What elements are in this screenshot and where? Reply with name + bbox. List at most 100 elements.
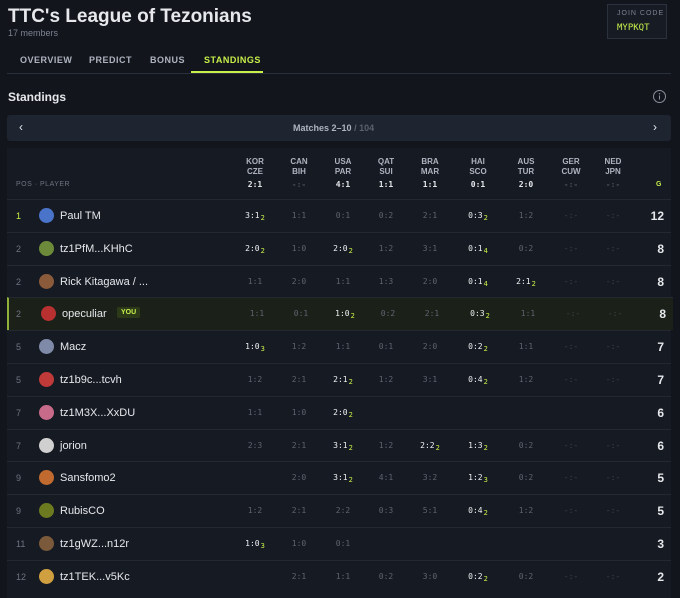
- avatar: [39, 208, 54, 223]
- join-code-box[interactable]: JOIN CODE MYPKQT: [607, 4, 667, 39]
- predicted-score: 2:0: [291, 473, 307, 483]
- prediction: 4:1: [364, 473, 408, 482]
- predicted-score: 0:2: [518, 440, 534, 450]
- predicted-score: 1:0: [291, 243, 307, 253]
- info-icon[interactable]: [652, 89, 667, 104]
- points: 2: [531, 279, 536, 288]
- final-score: 0:1: [470, 180, 486, 189]
- standings-row[interactable]: 1 Paul TM 3:12 1:1 0:1 0:2 2:1 0:32 1:2 -:- -:- 12: [7, 199, 671, 232]
- avatar: [39, 240, 54, 256]
- prediction: 2:0: [408, 342, 452, 351]
- predicted-score: 0:2: [518, 243, 534, 253]
- player-name: jorion: [60, 439, 87, 452]
- away-team: SCO: [469, 167, 487, 176]
- standings-row[interactable]: 5 Macz 1:03 1:2 1:1 0:1 2:0 0:22 1:1 -:- -:- 7: [7, 330, 671, 363]
- standings-row[interactable]: 2 Rick Kitagawa / ... 1:1 2:0 1:1 1:3 2:0 0:14 2…: [7, 264, 671, 298]
- prediction: 2:1: [277, 506, 321, 515]
- prediction: 0:14: [456, 277, 500, 288]
- prediction: -:-: [549, 244, 593, 253]
- home-team: NED: [604, 157, 622, 166]
- prediction: 2:0: [277, 473, 321, 482]
- active-tab-underline: [191, 71, 263, 73]
- predicted-score: 1:0: [335, 309, 350, 319]
- standings-row[interactable]: 7 jorion 2:3 2:1 3:12 1:2 2:22 1:32 0:2 -:- -:- 6: [7, 428, 671, 462]
- standings-row[interactable]: 5 tz1b9c...tcvh 1:2 2:1 2:12 1:2 3:1 0:42 1:2 -:-…: [7, 363, 671, 396]
- prediction: 0:2: [364, 211, 408, 220]
- prediction: -:-: [549, 375, 593, 384]
- predicted-score: -:-: [563, 243, 579, 253]
- prediction: 2:02: [233, 244, 277, 255]
- prev-button[interactable]: ‹: [19, 120, 23, 134]
- prediction: -:-: [549, 277, 593, 286]
- prediction: 0:2: [364, 572, 408, 581]
- predicted-score: 1:2: [247, 375, 263, 384]
- you-badge: YOU: [117, 307, 141, 319]
- tab[interactable]: OVERVIEW: [20, 55, 73, 65]
- prediction: -:-: [549, 342, 593, 351]
- prediction: -:-: [591, 375, 635, 384]
- position: 1: [16, 211, 22, 221]
- player-name: tz1b9c...tcvh: [60, 374, 122, 386]
- predicted-score: 1:1: [335, 571, 351, 581]
- predicted-score: 2:0: [291, 276, 307, 286]
- points: 2: [483, 214, 488, 222]
- avatar: [39, 536, 54, 551]
- prediction: 1:32: [456, 441, 500, 452]
- prediction: 0:2: [504, 244, 548, 253]
- prediction: 1:2: [233, 375, 277, 384]
- predicted-score: 2:3: [247, 440, 263, 450]
- standings-row[interactable]: 11 tz1gWZ...n12r 1:03 1:0 0:1 3: [7, 527, 671, 560]
- points: 2: [260, 214, 265, 222]
- prediction: -:-: [549, 506, 593, 515]
- total-points: 6: [657, 438, 664, 453]
- predicted-score: 2:1: [333, 375, 348, 384]
- points: 2: [260, 246, 265, 255]
- tab[interactable]: PREDICT: [89, 55, 133, 65]
- player-name: tz1M3X...XxDU: [60, 406, 136, 419]
- home-team: BRA: [421, 157, 439, 166]
- predicted-score: 1:2: [378, 440, 394, 450]
- prediction: 3:1: [408, 375, 452, 384]
- predicted-score: 1:2: [291, 342, 307, 352]
- avatar: [39, 404, 54, 420]
- total-points: 6: [657, 405, 664, 420]
- tab[interactable]: BONUS: [150, 55, 186, 65]
- player-name: tz1PfM...KHhC: [60, 242, 133, 255]
- prediction: -:-: [549, 441, 593, 450]
- standings-row[interactable]: 9 Sansfomo2 2:0 3:12 4:1 3:2 1:23 0:2 -:- -:- 5: [7, 461, 671, 494]
- predicted-score: 1:2: [378, 243, 394, 253]
- points: 4: [483, 279, 488, 288]
- final-score: 2:0: [518, 180, 534, 189]
- next-button[interactable]: ›: [653, 120, 657, 134]
- standings-row[interactable]: 7 tz1M3X...XxDU 1:1 1:0 2:02 6: [7, 395, 671, 429]
- prediction: 2:3: [233, 441, 277, 450]
- standings-row[interactable]: 12 tz1TEK...v5Kc 2:1 1:1 0:2 3:0 0:22 0:2 -:- -:-…: [7, 559, 671, 593]
- total-points: 5: [657, 504, 664, 519]
- points: 2: [435, 443, 440, 452]
- home-team: GER: [562, 157, 580, 166]
- total-points: 7: [657, 340, 664, 355]
- position: 5: [16, 342, 22, 353]
- position: 5: [16, 375, 22, 385]
- predicted-score: 0:2: [380, 309, 396, 319]
- prediction: -:-: [591, 441, 635, 450]
- prediction: 0:32: [458, 309, 502, 320]
- predicted-score: -:-: [605, 571, 621, 581]
- prediction: 1:1: [321, 277, 365, 286]
- tab[interactable]: STANDINGS: [204, 55, 261, 65]
- standings-row[interactable]: 2 tz1PfM...KHhC 2:02 1:0 2:02 1:2 3:1 0:14 0:2 -:…: [7, 231, 671, 265]
- prediction: 2:1: [277, 572, 321, 581]
- predicted-score: 5:1: [422, 506, 438, 516]
- prediction: 2:2: [321, 506, 365, 515]
- predicted-score: 1:3: [468, 440, 483, 450]
- player-name: Sansfomo2: [60, 472, 116, 485]
- predicted-score: -:-: [563, 473, 579, 483]
- standings-row[interactable]: 9 RubisCO 1:2 2:1 2:2 0:3 5:1 0:42 1:2 -:- -:- 5: [7, 494, 671, 527]
- prediction: 0:14: [456, 244, 500, 255]
- prediction: 1:1: [233, 277, 277, 286]
- predicted-score: 4:1: [378, 473, 394, 483]
- home-team: HAI: [471, 157, 485, 166]
- standings-row[interactable]: 2 opeculiar YOU 1:1 0:1 1:02 0:2 2:1 0:32 1:1 -:- -…: [7, 297, 673, 331]
- match-header: QAT SUI 1:1: [366, 157, 406, 190]
- prediction: 1:1: [504, 342, 548, 351]
